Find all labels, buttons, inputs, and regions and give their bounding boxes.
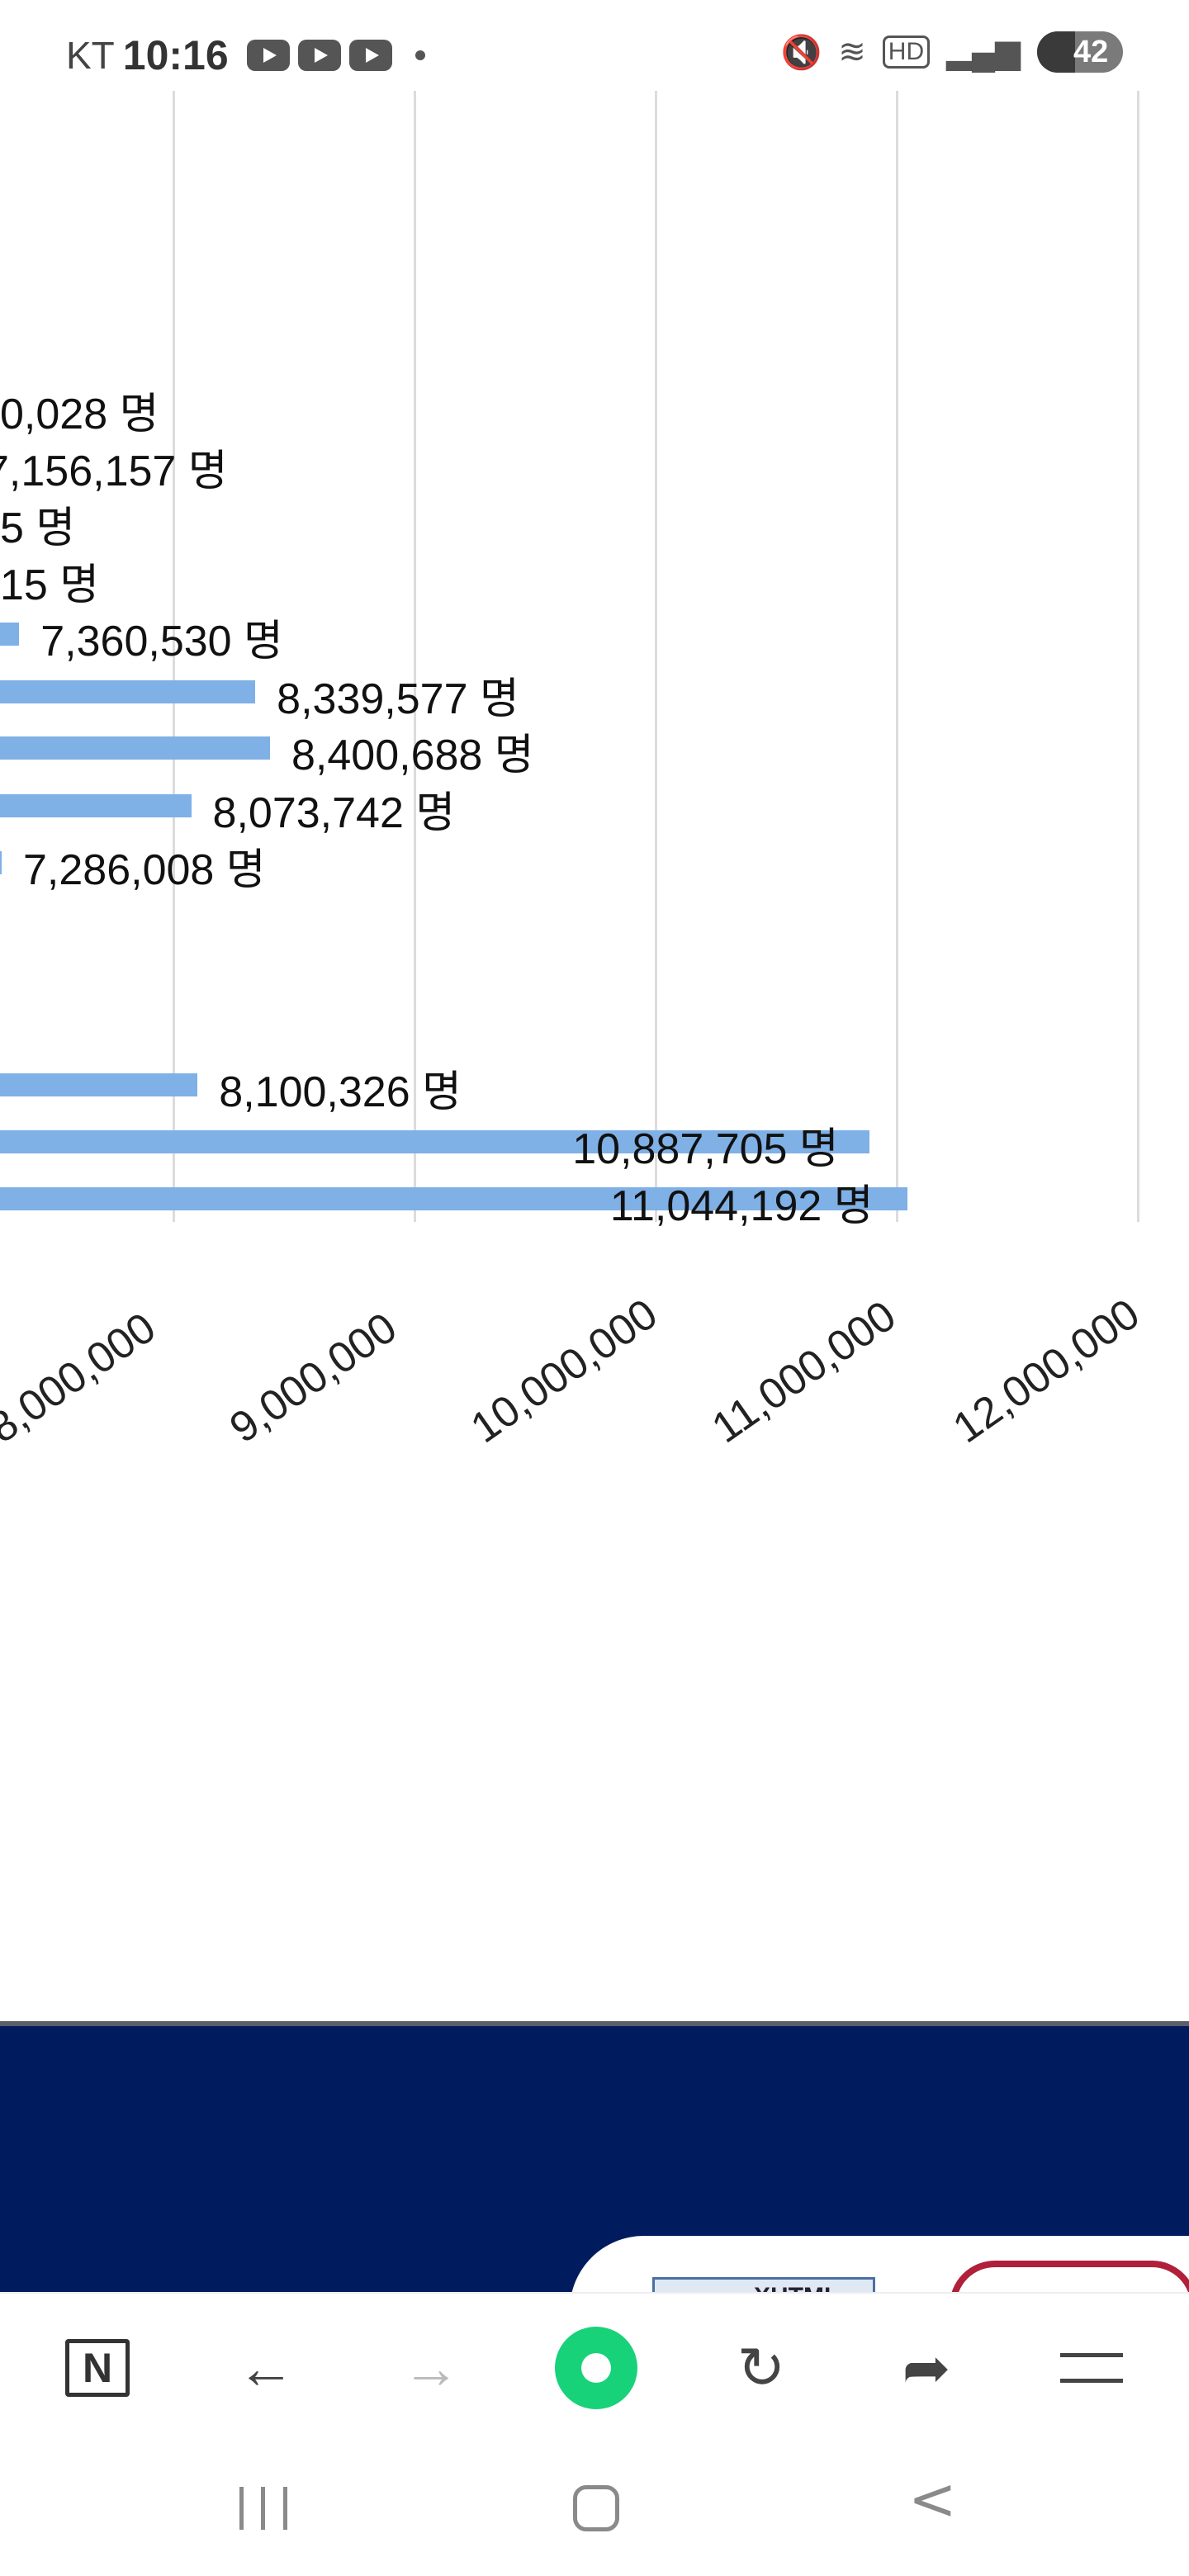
bar bbox=[0, 851, 2, 874]
green-dot-icon bbox=[555, 2327, 637, 2409]
bar bbox=[0, 680, 256, 703]
chevron-left-icon: < bbox=[908, 2465, 957, 2533]
mute-icon: 🔇 bbox=[780, 34, 822, 71]
gridline bbox=[1137, 91, 1139, 1222]
gridline bbox=[655, 91, 657, 1222]
share-button[interactable]: ➦ bbox=[885, 2327, 968, 2409]
hd-voice-icon: HD bbox=[882, 36, 931, 69]
refresh-button[interactable]: ↻ bbox=[720, 2327, 803, 2409]
bar bbox=[0, 1130, 870, 1153]
bar-chart: 8,000,000 9,000,000 10,000,000 11,000,000 12… bbox=[0, 91, 1189, 1494]
green-dot-button[interactable] bbox=[555, 2327, 637, 2409]
bar bbox=[0, 736, 270, 760]
more-notifications-icon bbox=[414, 50, 425, 60]
x-tick-label: 10,000,000 bbox=[462, 1290, 666, 1453]
youtube-notification-icon bbox=[246, 40, 290, 71]
clock: 10:16 bbox=[122, 32, 229, 78]
battery-icon: 42 bbox=[1037, 31, 1123, 73]
footer-divider bbox=[0, 2021, 1189, 2026]
battery-level: 42 bbox=[1073, 35, 1109, 69]
bar-data-label: 11,044,192 명 bbox=[609, 1182, 874, 1230]
system-back-button[interactable]: < bbox=[908, 2465, 957, 2533]
bar bbox=[0, 794, 192, 817]
back-button[interactable]: ← bbox=[225, 2327, 307, 2409]
youtube-notification-icon bbox=[348, 40, 392, 71]
bar-data-label: 7,156,157 명 bbox=[0, 447, 228, 495]
bar-data-label: 8,400,688 명 bbox=[291, 732, 534, 779]
arrow-right-icon: → bbox=[402, 2336, 460, 2400]
youtube-notification-icon bbox=[297, 40, 341, 71]
status-bar: KT 10:16 🔇 ≋ HD ▂▄▆ 42 bbox=[0, 0, 1189, 99]
battery-charging-fill bbox=[1037, 31, 1075, 73]
refresh-icon: ↻ bbox=[737, 2336, 786, 2400]
bar bbox=[0, 1073, 198, 1096]
gridline bbox=[414, 91, 416, 1222]
bar-data-label: 0,028 명 bbox=[0, 391, 159, 438]
carrier-label: KT bbox=[66, 34, 115, 77]
home-icon bbox=[573, 2485, 619, 2531]
naver-home-button[interactable]: N bbox=[56, 2327, 139, 2409]
hamburger-menu-icon bbox=[1060, 2353, 1123, 2383]
status-left: KT 10:16 bbox=[66, 31, 425, 79]
signal-icon: ▂▄▆ bbox=[946, 34, 1021, 70]
x-tick-label: 12,000,000 bbox=[945, 1290, 1149, 1453]
bar bbox=[0, 1187, 907, 1210]
menu-button[interactable] bbox=[1050, 2327, 1133, 2409]
recent-apps-icon bbox=[239, 2487, 287, 2530]
bar-data-label: 7,286,008 명 bbox=[23, 846, 266, 894]
arrow-left-icon: ← bbox=[237, 2336, 295, 2400]
bar-data-label: 8,339,577 명 bbox=[277, 675, 519, 723]
gridline bbox=[896, 91, 898, 1222]
bar bbox=[0, 623, 20, 646]
bar-data-label: 8,073,742 명 bbox=[212, 789, 456, 837]
x-tick-label: 8,000,000 bbox=[0, 1303, 164, 1453]
x-tick-label: 11,000,000 bbox=[703, 1291, 905, 1453]
status-right: 🔇 ≋ HD ▂▄▆ 42 bbox=[780, 31, 1123, 73]
gridline bbox=[173, 91, 175, 1222]
bar-data-label: 5 명 bbox=[0, 504, 76, 552]
bar-data-label: 8,100,326 명 bbox=[219, 1068, 462, 1116]
bar-data-label: 15 명 bbox=[0, 561, 100, 609]
wifi-icon: ≋ bbox=[838, 34, 866, 70]
recent-apps-button[interactable] bbox=[239, 2487, 287, 2530]
system-navigation-bar: < bbox=[0, 2441, 1189, 2576]
naver-icon: N bbox=[65, 2339, 130, 2397]
forward-button[interactable]: → bbox=[390, 2327, 472, 2409]
x-tick-label: 9,000,000 bbox=[221, 1303, 405, 1453]
bar-data-label: 7,360,530 명 bbox=[40, 618, 283, 665]
browser-toolbar: N ← → ↻ ➦ bbox=[0, 2292, 1189, 2441]
home-button[interactable] bbox=[573, 2485, 619, 2531]
share-icon: ➦ bbox=[902, 2336, 951, 2400]
bar-data-label: 10,887,705 명 bbox=[572, 1125, 839, 1173]
